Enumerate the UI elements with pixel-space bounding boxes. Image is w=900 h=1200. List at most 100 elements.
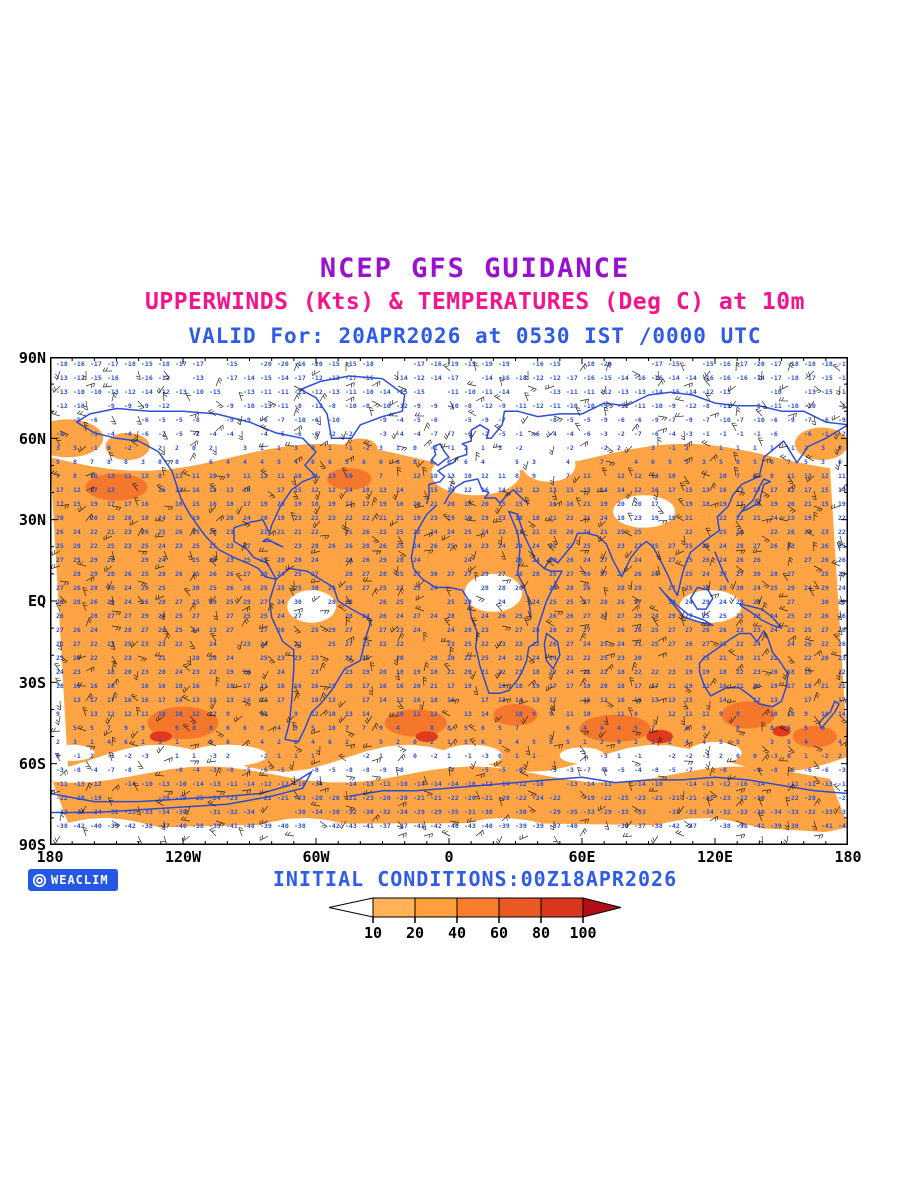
svg-text:26: 26 — [617, 598, 625, 606]
svg-text:1: 1 — [260, 444, 264, 452]
svg-text:3: 3 — [651, 444, 655, 452]
svg-text:12: 12 — [430, 710, 438, 718]
svg-text:10: 10 — [294, 472, 302, 480]
svg-text:23: 23 — [787, 514, 795, 522]
svg-text:5: 5 — [379, 738, 383, 746]
svg-text:-38: -38 — [651, 822, 663, 830]
svg-text:28: 28 — [294, 556, 302, 564]
svg-text:25: 25 — [549, 598, 557, 606]
svg-text:-16: -16 — [583, 374, 595, 382]
svg-text:-7: -7 — [736, 416, 744, 424]
svg-text:-1: -1 — [464, 752, 472, 760]
svg-text:18: 18 — [464, 500, 472, 508]
svg-text:13: 13 — [107, 486, 115, 494]
svg-text:-4: -4 — [668, 430, 676, 438]
svg-text:-10: -10 — [73, 402, 85, 410]
svg-text:23: 23 — [226, 528, 234, 536]
svg-text:27: 27 — [362, 570, 370, 578]
svg-text:25: 25 — [243, 612, 251, 620]
svg-text:-19: -19 — [583, 794, 595, 802]
svg-text:-20: -20 — [311, 794, 323, 802]
svg-text:24: 24 — [192, 626, 200, 634]
svg-text:-17: -17 — [736, 360, 748, 368]
svg-text:13: 13 — [328, 696, 336, 704]
svg-text:4: 4 — [566, 458, 570, 466]
svg-text:-33: -33 — [583, 808, 595, 816]
svg-text:7: 7 — [600, 458, 604, 466]
svg-text:-10: -10 — [566, 402, 578, 410]
svg-text:24: 24 — [804, 584, 812, 592]
svg-text:-6: -6 — [804, 430, 812, 438]
svg-text:20: 20 — [124, 668, 132, 676]
svg-text:-1: -1 — [787, 444, 795, 452]
svg-text:28: 28 — [345, 612, 353, 620]
svg-text:17: 17 — [362, 682, 370, 690]
svg-text:-14: -14 — [141, 388, 153, 396]
page-title: NCEP GFS GUIDANCE — [319, 253, 631, 284]
svg-text:25: 25 — [634, 528, 642, 536]
svg-text:-2: -2 — [515, 444, 523, 452]
svg-text:26: 26 — [90, 598, 98, 606]
lon-label-120e: 120E — [696, 848, 734, 866]
colorbar-tick-100: 100 — [569, 924, 597, 942]
svg-text:1: 1 — [141, 738, 145, 746]
svg-text:-37: -37 — [634, 822, 646, 830]
svg-text:20: 20 — [260, 514, 268, 522]
svg-text:19: 19 — [770, 682, 778, 690]
svg-text:8: 8 — [447, 724, 451, 732]
svg-text:-3: -3 — [209, 766, 217, 774]
svg-text:16: 16 — [158, 682, 166, 690]
svg-text:-33: -33 — [787, 808, 799, 816]
svg-text:12: 12 — [328, 486, 336, 494]
colorbar-tick-20: 20 — [405, 924, 425, 942]
svg-text:23: 23 — [668, 668, 676, 676]
svg-text:9: 9 — [226, 710, 230, 718]
svg-text:6: 6 — [651, 458, 655, 466]
svg-text:25: 25 — [328, 640, 336, 648]
svg-text:-14: -14 — [192, 780, 204, 788]
svg-text:-3: -3 — [481, 752, 489, 760]
svg-text:-15: -15 — [396, 388, 408, 396]
svg-text:29: 29 — [481, 570, 489, 578]
svg-text:-7: -7 — [498, 416, 506, 424]
svg-text:-31: -31 — [209, 808, 221, 816]
svg-text:25: 25 — [311, 626, 319, 634]
svg-text:13: 13 — [515, 486, 523, 494]
svg-text:8: 8 — [413, 458, 417, 466]
svg-text:-41: -41 — [753, 822, 765, 830]
svg-text:-12: -12 — [685, 402, 697, 410]
svg-text:10: 10 — [787, 710, 795, 718]
svg-text:28: 28 — [209, 556, 217, 564]
svg-text:26: 26 — [651, 570, 659, 578]
svg-text:-1: -1 — [90, 444, 98, 452]
svg-text:25: 25 — [226, 598, 234, 606]
svg-text:25: 25 — [617, 528, 625, 536]
svg-text:23: 23 — [345, 668, 353, 676]
svg-text:13: 13 — [668, 696, 676, 704]
svg-text:7: 7 — [345, 724, 349, 732]
svg-text:14: 14 — [498, 486, 506, 494]
svg-text:-10: -10 — [328, 416, 340, 424]
svg-text:29: 29 — [464, 598, 472, 606]
svg-text:-13: -13 — [719, 388, 731, 396]
svg-text:17: 17 — [56, 486, 64, 494]
svg-text:2: 2 — [634, 738, 638, 746]
svg-text:-22: -22 — [447, 794, 459, 802]
svg-text:-2: -2 — [430, 752, 438, 760]
svg-text:23: 23 — [209, 626, 217, 634]
svg-text:-17: -17 — [566, 374, 578, 382]
svg-text:20: 20 — [158, 668, 166, 676]
svg-text:18: 18 — [617, 514, 625, 522]
svg-text:23: 23 — [311, 654, 319, 662]
svg-text:-3: -3 — [209, 752, 217, 760]
svg-text:25: 25 — [192, 528, 200, 536]
svg-text:27: 27 — [226, 612, 234, 620]
svg-text:1: 1 — [277, 752, 281, 760]
svg-text:25: 25 — [175, 626, 183, 634]
svg-text:-39: -39 — [107, 822, 119, 830]
svg-text:27: 27 — [396, 584, 404, 592]
svg-text:-8: -8 — [515, 766, 523, 774]
svg-text:27: 27 — [345, 626, 353, 634]
svg-text:-32: -32 — [107, 808, 119, 816]
svg-text:-4: -4 — [634, 766, 642, 774]
